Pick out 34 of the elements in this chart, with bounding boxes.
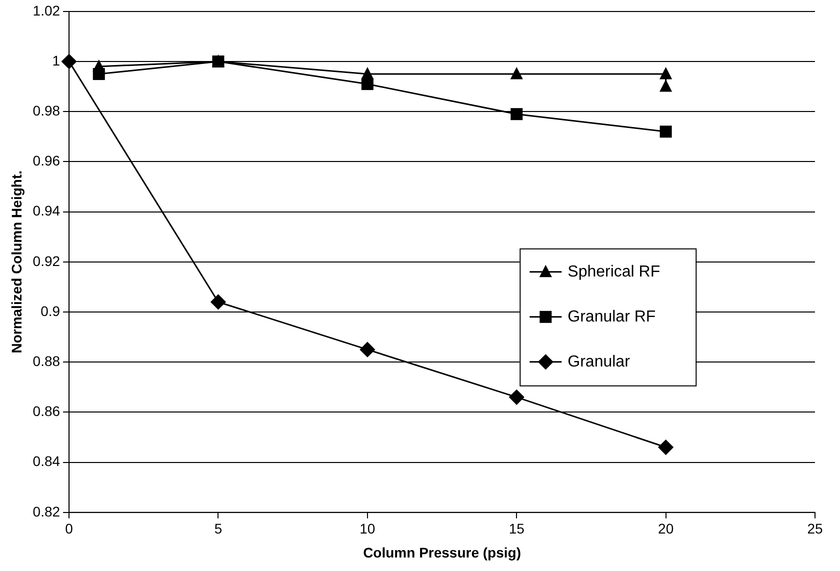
x-axis-title: Column Pressure (psig)	[363, 544, 521, 560]
legend-label: Granular RF	[568, 308, 656, 326]
point	[210, 294, 226, 310]
x-tick-label: 0	[65, 520, 74, 537]
point	[360, 342, 376, 358]
legend-label: Granular	[568, 353, 631, 370]
point	[508, 389, 524, 405]
y-tick-label: 0.96	[32, 152, 60, 169]
y-axis-title: Normalized Column Height.	[8, 170, 24, 354]
x-tick-label: 25	[807, 520, 823, 537]
y-tick-label: 1.02	[32, 2, 60, 18]
y-tick-label: 0.86	[32, 403, 60, 420]
point	[660, 80, 672, 92]
point	[660, 67, 672, 80]
y-tick-label: 0.98	[32, 102, 60, 118]
x-tick-label: 10	[360, 520, 376, 537]
x-tick-label: 20	[658, 520, 674, 537]
y-tick-label: 0.9	[40, 302, 60, 319]
y-tick-label: 0.94	[32, 202, 60, 219]
x-tick-label: 15	[508, 520, 525, 537]
point	[510, 67, 523, 80]
point	[510, 108, 523, 120]
point	[92, 68, 105, 80]
point	[361, 78, 374, 90]
y-tick-label: 0.84	[32, 453, 60, 470]
y-tick-label: 0.92	[32, 252, 60, 269]
y-tick-label: 1	[52, 52, 60, 68]
y-tick-label: 0.88	[32, 352, 60, 369]
point	[61, 54, 77, 70]
y-tick-label: 0.82	[32, 503, 60, 520]
legend-label: Spherical RF	[568, 263, 660, 280]
point	[658, 439, 674, 456]
x-tick-label: 5	[214, 520, 222, 537]
point	[660, 126, 672, 138]
